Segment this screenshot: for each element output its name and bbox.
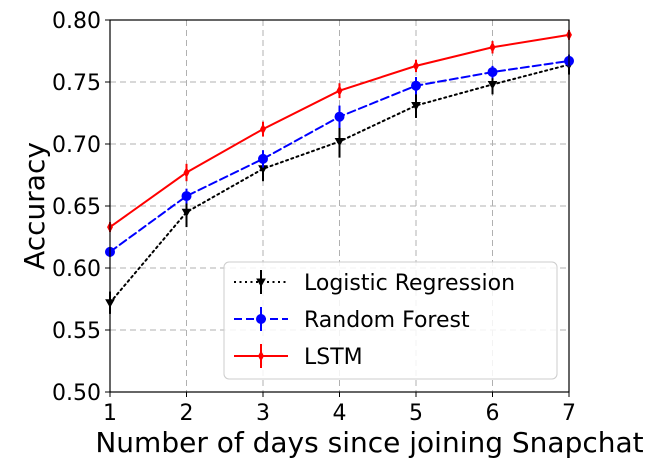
data-point	[413, 60, 419, 72]
y-axis-label: Accuracy	[18, 142, 51, 270]
x-tick-label: 1	[103, 401, 117, 426]
y-tick-label: 0.70	[52, 133, 101, 158]
data-point	[258, 153, 268, 164]
data-point	[181, 191, 192, 202]
legend-item-random-forest: Random Forest	[234, 307, 470, 333]
data-point	[487, 80, 498, 90]
legend-label: Logistic Regression	[304, 271, 515, 296]
x-tick-label: 4	[333, 401, 347, 426]
legend-label: Random Forest	[304, 308, 470, 333]
x-tick-label: 2	[180, 401, 194, 426]
data-point	[260, 123, 266, 135]
legend-label: LSTM	[304, 345, 363, 370]
series-lstm	[107, 29, 572, 233]
data-point	[183, 166, 190, 179]
y-tick-label: 0.50	[52, 381, 101, 406]
x-axis-label: Number of days since joining Snapchat	[95, 426, 643, 459]
data-point	[489, 41, 496, 53]
y-tick-label: 0.80	[52, 9, 101, 34]
legend-item-logistic-regression: Logistic Regression	[234, 270, 515, 296]
y-tick-label: 0.75	[52, 71, 101, 96]
x-tick-label: 3	[256, 401, 270, 426]
data-point	[334, 111, 345, 122]
legend-marker	[256, 278, 266, 288]
legend: Logistic Regression Random Forest LSTM	[223, 261, 558, 380]
data-point	[411, 80, 421, 91]
legend-marker	[256, 314, 266, 324]
data-point	[334, 138, 345, 147]
legend-box	[223, 261, 558, 380]
series-group	[105, 29, 574, 314]
data-point	[181, 208, 192, 218]
legend-marker	[258, 350, 264, 362]
data-point	[487, 67, 498, 78]
data-point	[336, 85, 343, 97]
y-tick-label: 0.60	[52, 257, 101, 282]
legend-item-lstm: LSTM	[234, 344, 363, 370]
tick-group: 1 2 3 4 5 6 7 0.50 0.55 0.60 0.65 0.70 0.75 0.80	[52, 9, 576, 426]
data-point	[411, 102, 421, 111]
x-tick-label: 6	[486, 401, 500, 426]
x-tick-label: 5	[409, 401, 423, 426]
y-tick-label: 0.65	[52, 195, 101, 220]
x-tick-label: 7	[562, 401, 576, 426]
y-tick-label: 0.55	[52, 319, 101, 344]
